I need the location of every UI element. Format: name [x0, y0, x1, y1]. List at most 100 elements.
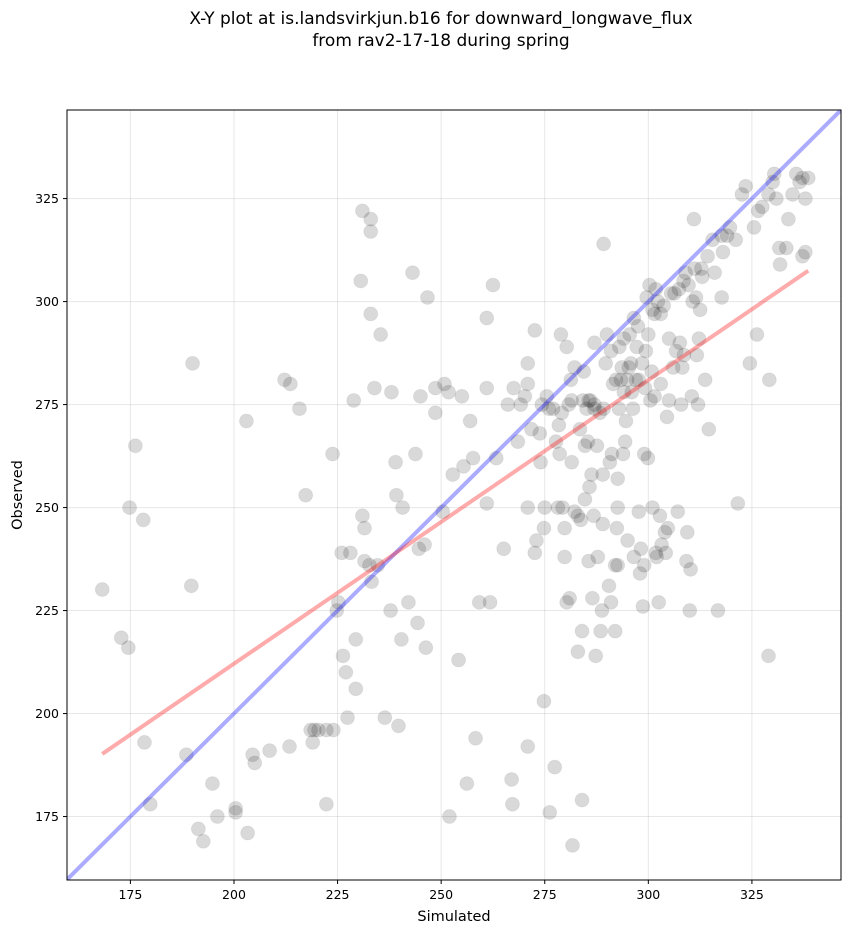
data-point — [559, 594, 575, 610]
data-point — [714, 289, 730, 305]
data-point — [616, 331, 632, 347]
data-point — [562, 590, 578, 606]
data-point — [506, 380, 522, 396]
data-point — [594, 603, 610, 619]
data-point — [136, 734, 152, 750]
data-point — [581, 479, 597, 495]
data-point — [622, 327, 638, 343]
data-point — [780, 211, 796, 227]
data-point — [277, 372, 293, 388]
data-point — [456, 458, 472, 474]
data-point — [671, 281, 687, 297]
data-point — [417, 537, 433, 553]
data-point — [388, 454, 404, 470]
data-point — [209, 809, 225, 825]
data-point — [639, 289, 655, 305]
data-point — [357, 520, 373, 536]
data-point — [661, 331, 677, 347]
data-point — [410, 615, 426, 631]
data-point — [419, 289, 435, 305]
data-point — [555, 500, 571, 516]
data-point — [694, 269, 710, 285]
data-point — [749, 327, 765, 343]
data-point — [363, 211, 379, 227]
data-point — [510, 434, 526, 450]
data-point — [609, 520, 625, 536]
data-point — [691, 331, 707, 347]
data-point — [682, 603, 698, 619]
data-point — [656, 298, 672, 314]
data-point — [395, 500, 411, 516]
data-point — [563, 372, 579, 388]
data-point — [626, 549, 642, 565]
data-point — [570, 508, 586, 524]
data-point — [586, 401, 602, 417]
data-point — [318, 722, 334, 738]
data-point — [668, 343, 684, 359]
data-point — [772, 256, 788, 272]
data-point — [468, 730, 484, 746]
data-point — [596, 401, 612, 417]
data-point — [586, 508, 602, 524]
data-point — [633, 541, 649, 557]
data-point — [554, 405, 570, 421]
data-point — [746, 219, 762, 235]
data-point — [610, 557, 626, 573]
x-tick-label: 175 — [118, 887, 142, 902]
data-point — [586, 397, 602, 413]
data-point — [500, 397, 516, 413]
data-point — [701, 421, 717, 437]
data-point — [700, 248, 716, 264]
data-point — [644, 500, 660, 516]
y-tick-label: 325 — [35, 191, 59, 206]
data-point — [637, 380, 653, 396]
y-axis-label: Observed — [10, 460, 26, 530]
data-point — [127, 438, 143, 454]
data-point — [608, 372, 624, 388]
y-tick-label: 200 — [35, 706, 59, 721]
data-point — [623, 355, 639, 371]
data-point — [672, 335, 688, 351]
data-point — [595, 516, 611, 532]
data-point — [582, 392, 598, 408]
data-point — [644, 364, 660, 380]
data-point — [479, 495, 495, 511]
data-point — [638, 343, 654, 359]
data-point — [195, 833, 211, 849]
data-point — [335, 648, 351, 664]
data-point — [800, 170, 816, 186]
data-point — [678, 265, 694, 281]
data-point — [771, 240, 787, 256]
data-point — [576, 364, 592, 380]
data-point — [204, 776, 220, 792]
data-point — [366, 380, 382, 396]
data-point — [610, 500, 626, 516]
x-tick-label: 275 — [533, 887, 557, 902]
data-point — [610, 471, 626, 487]
data-point — [303, 722, 319, 738]
data-point — [766, 166, 782, 182]
data-point — [693, 261, 709, 277]
data-point — [541, 401, 557, 417]
data-point — [626, 310, 642, 326]
data-point — [357, 553, 373, 569]
data-point — [135, 512, 151, 528]
data-point — [690, 397, 706, 413]
data-point — [485, 277, 501, 293]
y-tick-label: 300 — [35, 294, 59, 309]
data-point — [282, 376, 298, 392]
chart-title-line-1: X-Y plot at is.landsvirkjun.b16 for down… — [189, 9, 693, 29]
data-point — [370, 557, 386, 573]
data-point — [685, 294, 701, 310]
data-point — [550, 500, 566, 516]
data-point — [707, 265, 723, 281]
data-point — [760, 648, 776, 664]
data-point — [383, 384, 399, 400]
y-tick-label: 175 — [35, 809, 59, 824]
data-point — [238, 413, 254, 429]
data-point — [580, 434, 596, 450]
data-point — [427, 405, 443, 421]
data-point — [462, 413, 478, 429]
x-axis-label: Simulated — [417, 909, 490, 925]
